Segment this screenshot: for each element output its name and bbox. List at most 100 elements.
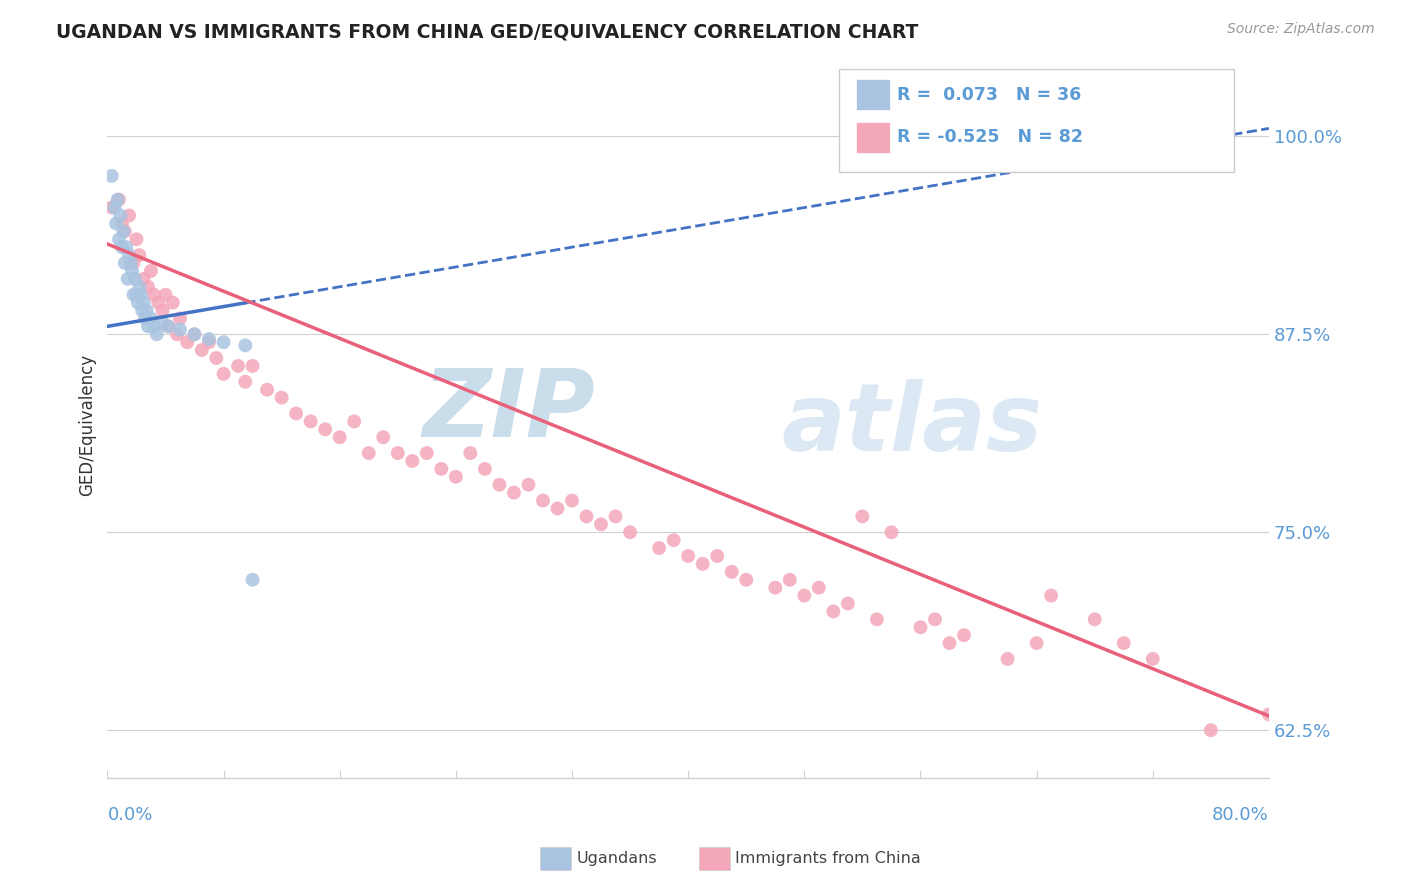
Point [117, 272, 139, 286]
Point [104, 201, 127, 215]
Point [779, 573, 801, 587]
Point [575, 509, 598, 524]
Point [162, 295, 184, 310]
Point [619, 525, 641, 540]
Point [430, 462, 453, 476]
Point [128, 279, 150, 293]
Point [142, 287, 165, 301]
Point [110, 209, 132, 223]
Point [114, 224, 136, 238]
Point [823, 604, 845, 618]
Point [953, 628, 976, 642]
Point [910, 620, 932, 634]
Text: atlas: atlas [782, 379, 1042, 471]
Point [416, 446, 439, 460]
Point [735, 573, 758, 587]
Point [357, 446, 380, 460]
Point [176, 335, 198, 350]
Text: ZIP: ZIP [422, 365, 595, 458]
Point [134, 311, 156, 326]
Point [488, 477, 510, 491]
Point [401, 454, 423, 468]
Point [157, 319, 180, 334]
Point [561, 493, 583, 508]
Point [938, 636, 960, 650]
Point [676, 549, 699, 563]
Point [100, 169, 122, 183]
Point [142, 319, 165, 334]
Point [152, 303, 174, 318]
Point [169, 311, 191, 326]
Point [145, 327, 167, 342]
Point [373, 430, 395, 444]
Point [242, 573, 264, 587]
Point [131, 303, 153, 318]
Point [114, 256, 136, 270]
Text: 0.0%: 0.0% [107, 806, 153, 824]
Text: Immigrants from China: Immigrants from China [735, 851, 921, 865]
Point [125, 232, 148, 246]
Point [115, 240, 138, 254]
Point [212, 335, 235, 350]
Point [212, 367, 235, 381]
Point [198, 332, 221, 346]
Point [1258, 707, 1281, 722]
Point [169, 322, 191, 336]
Point [148, 295, 170, 310]
Point [157, 319, 180, 334]
Point [136, 319, 159, 334]
Point [135, 303, 157, 318]
Point [1142, 652, 1164, 666]
Point [226, 359, 249, 373]
Point [285, 407, 308, 421]
Point [127, 295, 149, 310]
Point [242, 359, 264, 373]
Point [233, 375, 256, 389]
Point [256, 383, 278, 397]
Point [460, 446, 482, 460]
Point [1025, 636, 1047, 650]
Point [474, 462, 496, 476]
Point [605, 509, 627, 524]
Point [589, 517, 612, 532]
Text: R = -0.525   N = 82: R = -0.525 N = 82 [897, 128, 1083, 146]
Point [720, 565, 742, 579]
Y-axis label: GED/Equivalency: GED/Equivalency [79, 354, 96, 497]
Point [1084, 612, 1107, 626]
Point [648, 541, 671, 555]
Point [107, 193, 129, 207]
Point [299, 414, 322, 428]
Point [763, 581, 786, 595]
Point [997, 652, 1019, 666]
Text: 80.0%: 80.0% [1212, 806, 1270, 824]
Point [547, 501, 569, 516]
Point [136, 279, 159, 293]
Point [122, 256, 145, 270]
Point [132, 295, 155, 310]
Point [662, 533, 685, 548]
Point [166, 327, 188, 342]
Point [233, 338, 256, 352]
Point [807, 581, 830, 595]
Point [924, 612, 946, 626]
Point [503, 485, 526, 500]
Point [139, 264, 162, 278]
Point [329, 430, 352, 444]
Point [270, 391, 292, 405]
Point [1040, 589, 1063, 603]
Point [387, 446, 409, 460]
Point [531, 493, 554, 508]
Point [111, 240, 134, 254]
Point [1112, 636, 1135, 650]
Point [108, 232, 131, 246]
Point [124, 272, 146, 286]
Point [111, 216, 134, 230]
Point [120, 256, 142, 270]
Point [205, 351, 228, 365]
Point [444, 470, 467, 484]
Point [793, 589, 815, 603]
Point [100, 201, 122, 215]
Point [866, 612, 889, 626]
Text: R =  0.073   N = 36: R = 0.073 N = 36 [897, 86, 1081, 103]
Point [118, 209, 141, 223]
